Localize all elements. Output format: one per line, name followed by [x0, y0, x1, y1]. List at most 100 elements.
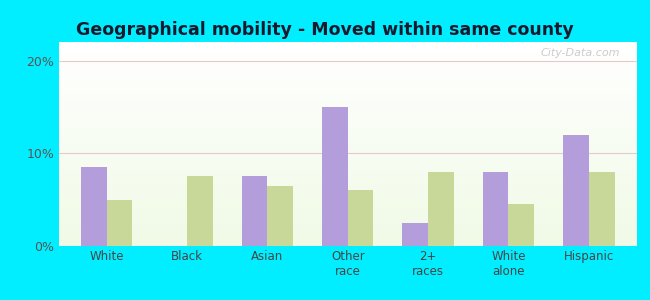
Bar	[58, 160, 637, 161]
Bar	[58, 244, 637, 245]
Bar	[58, 225, 637, 226]
Bar	[58, 188, 637, 189]
Bar	[58, 102, 637, 103]
Bar	[58, 237, 637, 238]
Bar	[58, 46, 637, 47]
Bar	[58, 190, 637, 191]
Bar	[58, 147, 637, 148]
Bar	[348, 190, 374, 246]
Bar	[58, 73, 637, 74]
Bar	[58, 60, 637, 62]
Bar	[58, 181, 637, 182]
Bar	[58, 78, 637, 79]
Bar	[58, 106, 637, 107]
Bar	[58, 89, 637, 90]
Bar	[58, 68, 637, 70]
Bar	[58, 186, 637, 187]
Bar	[58, 143, 637, 144]
Bar	[58, 131, 637, 132]
Bar	[58, 67, 637, 68]
Bar	[58, 218, 637, 220]
Bar	[58, 199, 637, 200]
Bar	[58, 79, 637, 80]
Bar	[58, 129, 637, 130]
Bar	[58, 94, 637, 95]
Bar	[58, 118, 637, 119]
Bar	[58, 164, 637, 165]
Bar	[58, 239, 637, 240]
Bar	[563, 135, 589, 246]
Bar	[58, 162, 637, 164]
Bar	[58, 58, 637, 59]
Bar	[58, 224, 637, 225]
Bar	[58, 213, 637, 214]
Bar	[58, 52, 637, 53]
Bar	[58, 57, 637, 58]
Bar	[58, 223, 637, 224]
Bar	[58, 172, 637, 174]
Bar	[58, 197, 637, 198]
Bar	[428, 172, 454, 246]
Bar	[58, 185, 637, 186]
Bar	[58, 108, 637, 109]
Bar	[58, 123, 637, 124]
Bar	[58, 109, 637, 110]
Bar	[58, 82, 637, 83]
Bar	[58, 53, 637, 54]
Bar	[58, 87, 637, 88]
Bar	[58, 177, 637, 178]
Bar	[58, 178, 637, 179]
Bar	[58, 74, 637, 75]
Bar	[107, 200, 133, 246]
Bar	[58, 99, 637, 100]
Bar	[58, 103, 637, 104]
Bar	[58, 192, 637, 193]
Bar	[58, 132, 637, 133]
Bar	[58, 243, 637, 244]
Bar	[58, 98, 637, 99]
Bar	[58, 236, 637, 237]
Bar	[58, 210, 637, 211]
Bar	[58, 111, 637, 112]
Bar	[58, 159, 637, 160]
Bar	[58, 158, 637, 159]
Bar	[58, 51, 637, 52]
Bar	[58, 92, 637, 93]
Bar	[58, 47, 637, 48]
Bar	[58, 112, 637, 113]
Bar	[58, 75, 637, 76]
Bar	[58, 130, 637, 131]
Bar	[58, 150, 637, 151]
Bar	[58, 133, 637, 134]
Bar	[58, 95, 637, 96]
Bar	[58, 216, 637, 217]
Bar	[58, 62, 637, 63]
Bar	[58, 135, 637, 136]
Bar	[58, 202, 637, 203]
Bar	[58, 144, 637, 145]
Bar	[58, 118, 637, 119]
Bar	[58, 141, 637, 142]
Bar	[58, 183, 637, 184]
Bar	[58, 234, 637, 235]
Bar	[58, 54, 637, 55]
Bar	[58, 167, 637, 169]
Bar	[58, 152, 637, 153]
Bar	[58, 63, 637, 64]
Bar	[58, 138, 637, 139]
Bar	[58, 119, 637, 121]
Bar	[58, 196, 637, 197]
Bar	[58, 165, 637, 166]
Bar	[58, 169, 637, 170]
Bar	[58, 242, 637, 243]
Bar	[58, 104, 637, 105]
Bar	[267, 186, 293, 246]
Bar	[58, 205, 637, 206]
Bar	[58, 128, 637, 129]
Bar	[58, 153, 637, 154]
Bar	[58, 93, 637, 94]
Bar	[58, 88, 637, 89]
Bar	[58, 55, 637, 56]
Bar	[58, 208, 637, 209]
Bar	[58, 228, 637, 229]
